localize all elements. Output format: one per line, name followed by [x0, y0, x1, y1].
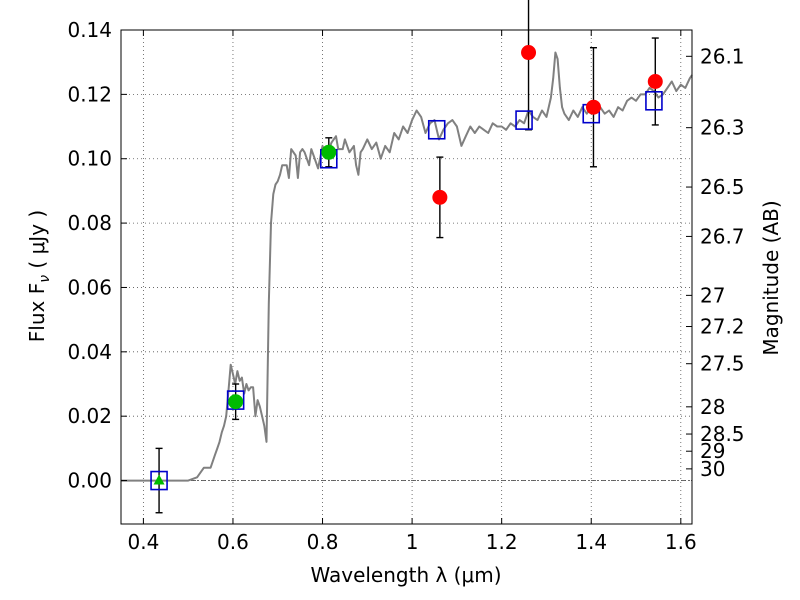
red-observation-point — [432, 189, 448, 205]
green-observation-point — [228, 394, 244, 410]
magnitude-tick-label: 27.2 — [700, 315, 745, 339]
y-tick-label: 0.06 — [67, 275, 112, 299]
x-axis-label: Wavelength λ (μm) — [310, 563, 501, 587]
magnitude-tick-label: 27.5 — [700, 352, 745, 376]
magnitude-tick-label: 28 — [700, 395, 725, 419]
data-markers — [150, 45, 663, 491]
model-sed-line — [121, 51, 693, 482]
error-bars — [155, 0, 659, 514]
grid-lines — [121, 29, 692, 524]
magnitude-tick-label: 29 — [700, 439, 725, 463]
magnitude-tick-label: 26.7 — [700, 224, 745, 248]
red-observation-point — [647, 73, 663, 89]
x-tick-label: 1.6 — [665, 530, 697, 554]
magnitude-tick-label: 28.5 — [700, 422, 745, 446]
axis-ticks: 0.4 0.6 0.8 1 1.2 1.4 1.6 0.00 0.02 0.04 0.06 0.08 0… — [67, 18, 744, 554]
model-photometry-square — [645, 91, 663, 111]
magnitude-tick-label: 30 — [700, 457, 725, 481]
y-tick-label: 0.08 — [67, 211, 112, 235]
green-observation-point — [321, 144, 337, 160]
magnitude-tick-label: 26.5 — [700, 175, 745, 199]
y-axis-label: Flux Fν ( μJy ) — [25, 210, 53, 342]
y-tick-label: 0.14 — [67, 18, 112, 42]
model-photometry-square — [515, 110, 533, 130]
model-sed-layer — [121, 51, 693, 482]
x-tick-label: 0.6 — [217, 530, 249, 554]
y-tick-label: 0.10 — [67, 147, 112, 171]
y-tick-label: 0.12 — [67, 82, 112, 106]
x-tick-label: 0.8 — [307, 530, 339, 554]
magnitude-tick-label: 27 — [700, 283, 725, 307]
y-axis-label-unit: ( μJy ) — [25, 210, 49, 275]
magnitude-axis-label: Magnitude (AB) — [759, 200, 783, 355]
x-tick-label: 1.4 — [575, 530, 607, 554]
green-triangle-point — [153, 474, 165, 485]
model-photometry-square — [150, 470, 168, 491]
y-axis-label-main: Flux F — [25, 283, 49, 342]
model-photometry-square — [427, 119, 446, 140]
red-observation-point — [521, 45, 537, 61]
y-tick-label: 0.00 — [67, 469, 112, 493]
magnitude-tick-label: 26.3 — [700, 116, 745, 140]
magnitude-tick-label: 26.1 — [700, 44, 745, 68]
x-tick-label: 0.4 — [127, 530, 159, 554]
y-tick-label: 0.04 — [67, 340, 112, 364]
plot-frame — [120, 29, 693, 525]
x-tick-label: 1 — [406, 530, 419, 554]
y-axis-label-subscript: ν — [37, 275, 53, 283]
red-observation-point — [585, 99, 601, 115]
x-tick-label: 1.2 — [486, 530, 518, 554]
y-tick-label: 0.02 — [67, 404, 112, 428]
